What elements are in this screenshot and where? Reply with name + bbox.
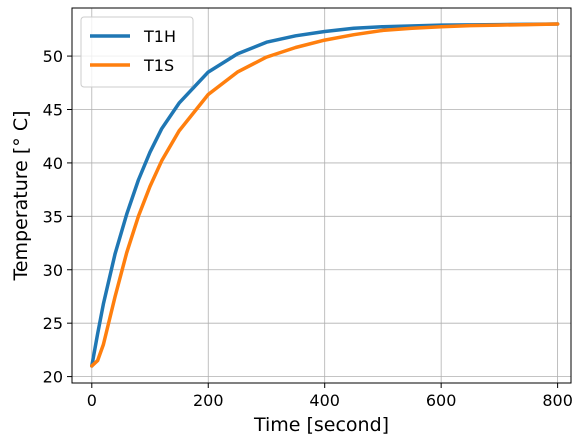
legend: T1H T1S (80, 16, 194, 88)
legend-label-T1S: T1S (143, 56, 174, 75)
series-layer (90, 22, 560, 368)
y-tick-label: 45 (43, 100, 63, 119)
y-tick-label: 35 (43, 207, 63, 226)
plot-frame (71, 7, 572, 384)
y-axis-label: Temperature [° C] (10, 110, 32, 281)
y-tick-label: 20 (43, 368, 63, 387)
y-tick-label: 50 (43, 47, 63, 66)
y-tick-label: 40 (43, 154, 63, 173)
x-tick-label: 400 (309, 391, 340, 410)
legend-label-T1H: T1H (143, 27, 176, 46)
x-tick-label: 0 (87, 391, 97, 410)
ticks: 0 200 400 600 800 20 25 30 35 40 45 50 (43, 47, 573, 410)
x-tick-label: 800 (542, 391, 573, 410)
y-tick-label: 25 (43, 314, 63, 333)
series-line-T1H (90, 22, 560, 368)
x-axis-label: Time [second] (253, 414, 389, 436)
x-tick-label: 600 (426, 391, 457, 410)
x-tick-label: 200 (193, 391, 224, 410)
series-line-T1S (90, 22, 560, 368)
y-tick-label: 30 (43, 261, 63, 280)
legend-box (80, 16, 194, 88)
